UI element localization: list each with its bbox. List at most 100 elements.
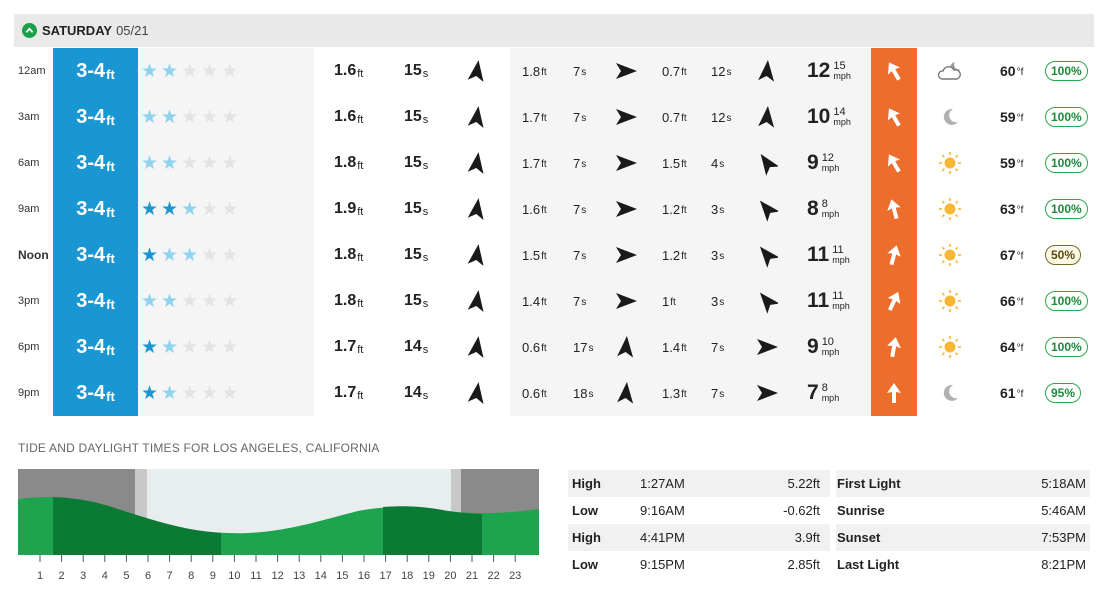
sun-icon bbox=[939, 244, 961, 266]
primary-swell-height: 1.8 ft bbox=[334, 246, 364, 264]
probability: 100% bbox=[1045, 186, 1088, 232]
hour-label: 16 bbox=[358, 570, 370, 582]
moon-icon bbox=[943, 384, 958, 401]
star-icon: ★ bbox=[221, 198, 239, 220]
probability-badge: 50% bbox=[1045, 245, 1082, 265]
star-icon: ★ bbox=[161, 106, 179, 128]
tide-height: 2.85ft bbox=[787, 557, 820, 572]
hour-label: 20 bbox=[444, 570, 456, 582]
secondary-swell-height: 1.6 ft bbox=[522, 201, 547, 217]
star-icon: ★ bbox=[221, 290, 239, 312]
star-icon: ★ bbox=[141, 382, 159, 404]
primary-swell-direction bbox=[466, 186, 488, 232]
secondary-swell-period: 18 s bbox=[573, 385, 594, 401]
daylight-label: First Light bbox=[837, 476, 901, 491]
secondary-swell-direction bbox=[615, 186, 637, 232]
surf-height: 3-4 ft bbox=[76, 105, 115, 128]
wind-gust: 8 mph bbox=[821, 382, 840, 404]
tertiary-swell-height: 1.2 ft bbox=[662, 247, 687, 263]
forecast-row[interactable]: 3pm 3-4 ft ★ ★ ★ ★ ★ 1.8 ft 15 s 1.4 ft 7 s 1 ft 3 s 11 11 mph… bbox=[14, 278, 1094, 324]
swell-arrow-icon bbox=[467, 244, 484, 267]
wind-direction bbox=[871, 140, 917, 186]
primary-swell-height: 1.9 ft bbox=[334, 200, 364, 218]
secondary-swell-column bbox=[510, 48, 871, 416]
sun-icon bbox=[939, 290, 961, 312]
tide-height: 5.22ft bbox=[787, 476, 820, 491]
tertiary-swell-direction bbox=[756, 94, 778, 140]
hour-label: 1 bbox=[37, 570, 43, 582]
chevron-up-icon[interactable] bbox=[22, 23, 37, 38]
forecast-row[interactable]: 9pm 3-4 ft ★ ★ ★ ★ ★ 1.7 ft 14 s 0.6 ft 18 s 1.3 ft 7 s 7 8 mp… bbox=[14, 370, 1094, 416]
star-rating: ★ ★ ★ ★ ★ bbox=[141, 94, 241, 140]
star-rating: ★ ★ ★ ★ ★ bbox=[141, 232, 241, 278]
star-icon: ★ bbox=[161, 198, 179, 220]
hour-label: 6 bbox=[145, 570, 151, 582]
wind-speed: 7 8 mph bbox=[807, 370, 839, 416]
wind-arrow-icon bbox=[887, 245, 901, 266]
hour-label: 21 bbox=[466, 570, 478, 582]
surf-height: 3-4 ft bbox=[76, 59, 115, 82]
forecast-row[interactable]: 6pm 3-4 ft ★ ★ ★ ★ ★ 1.7 ft 14 s 0.6 ft 17 s 1.4 ft 7 s 9 10 m… bbox=[14, 324, 1094, 370]
star-icon: ★ bbox=[181, 106, 199, 128]
forecast-row[interactable]: 12am 3-4 ft ★ ★ ★ ★ ★ 1.6 ft 15 s 1.8 ft 7 s 0.7 ft 12 s 12 1… bbox=[14, 48, 1094, 94]
weather-condition bbox=[935, 324, 965, 370]
star-icon: ★ bbox=[201, 152, 219, 174]
primary-swell-height: 1.6 ft bbox=[334, 62, 364, 80]
star-icon: ★ bbox=[201, 290, 219, 312]
primary-swell-height: 1.8 ft bbox=[334, 154, 364, 172]
wind-gust: 8 mph bbox=[821, 198, 840, 220]
daylight-time: 7:53PM bbox=[1041, 530, 1086, 545]
temperature: 63 °f bbox=[1000, 201, 1024, 217]
star-icon: ★ bbox=[141, 336, 159, 358]
swell-arrow-icon bbox=[617, 382, 634, 404]
daylight-time: 5:46AM bbox=[1041, 503, 1086, 518]
primary-swell-direction bbox=[466, 324, 488, 370]
hour-label: 17 bbox=[379, 570, 391, 582]
wind-gust: 10 mph bbox=[821, 336, 840, 358]
swell-arrow-icon bbox=[467, 152, 484, 175]
probability-badge: 100% bbox=[1045, 337, 1088, 357]
secondary-swell-height: 1.5 ft bbox=[522, 247, 547, 263]
forecast-row[interactable]: Noon 3-4 ft ★ ★ ★ ★ ★ 1.8 ft 15 s 1.5 ft 7 s 1.2 ft 3 s 11 11… bbox=[14, 232, 1094, 278]
primary-swell-period: 15 s bbox=[404, 292, 429, 310]
star-icon: ★ bbox=[201, 382, 219, 404]
hour-label: 5 bbox=[123, 570, 129, 582]
swell-arrow-icon bbox=[616, 155, 637, 171]
primary-swell-height: 1.7 ft bbox=[334, 338, 364, 356]
secondary-swell-height: 0.6 ft bbox=[522, 339, 547, 355]
forecast-row[interactable]: 3am 3-4 ft ★ ★ ★ ★ ★ 1.6 ft 15 s 1.7 ft 7 s 0.7 ft 12 s 10 14… bbox=[14, 94, 1094, 140]
hour-label: 7 bbox=[167, 570, 173, 582]
wind-speed-value: 9 bbox=[807, 151, 819, 174]
temperature: 59 °f bbox=[1000, 109, 1024, 125]
star-rating: ★ ★ ★ ★ ★ bbox=[141, 370, 241, 416]
surf-height: 3-4 ft bbox=[76, 381, 115, 404]
tide-chart: 1 2 3 4 5 6 7 8 9 10 11 12 13 14 15 16 17 18 19 20 21 22 23 bbox=[18, 469, 539, 582]
wind-speed-value: 11 bbox=[807, 289, 830, 312]
tertiary-swell-direction bbox=[756, 232, 778, 278]
star-icon: ★ bbox=[221, 106, 239, 128]
sun-icon bbox=[939, 152, 961, 174]
tide-time: 9:15PM bbox=[640, 557, 685, 572]
swell-arrow-icon bbox=[759, 246, 778, 268]
primary-swell-period: 14 s bbox=[404, 338, 429, 356]
row-time: 6pm bbox=[18, 341, 40, 353]
tide-curve-dark-right bbox=[383, 506, 482, 555]
tide-hour-ticks: 1 2 3 4 5 6 7 8 9 10 11 12 13 14 15 16 17 18 19 20 21 22 23 bbox=[37, 555, 521, 582]
star-icon: ★ bbox=[141, 198, 159, 220]
wind-direction bbox=[871, 94, 917, 140]
primary-swell-direction bbox=[466, 232, 488, 278]
hour-label: 14 bbox=[315, 570, 327, 582]
wind-arrow-icon bbox=[887, 383, 901, 403]
forecast-row[interactable]: 9am 3-4 ft ★ ★ ★ ★ ★ 1.9 ft 15 s 1.6 ft 7 s 1.2 ft 3 s 8 8 mph… bbox=[14, 186, 1094, 232]
tertiary-swell-direction bbox=[756, 48, 778, 94]
wind-speed: 8 8 mph bbox=[807, 186, 839, 232]
day-header[interactable]: SATURDAY 05/21 bbox=[14, 14, 1094, 47]
forecast-row[interactable]: 6am 3-4 ft ★ ★ ★ ★ ★ 1.8 ft 15 s 1.7 ft 7 s 1.5 ft 4 s 9 12 mp… bbox=[14, 140, 1094, 186]
secondary-swell-direction bbox=[615, 278, 637, 324]
wind-gust: 11 mph bbox=[832, 290, 850, 312]
temperature: 59 °f bbox=[1000, 155, 1024, 171]
